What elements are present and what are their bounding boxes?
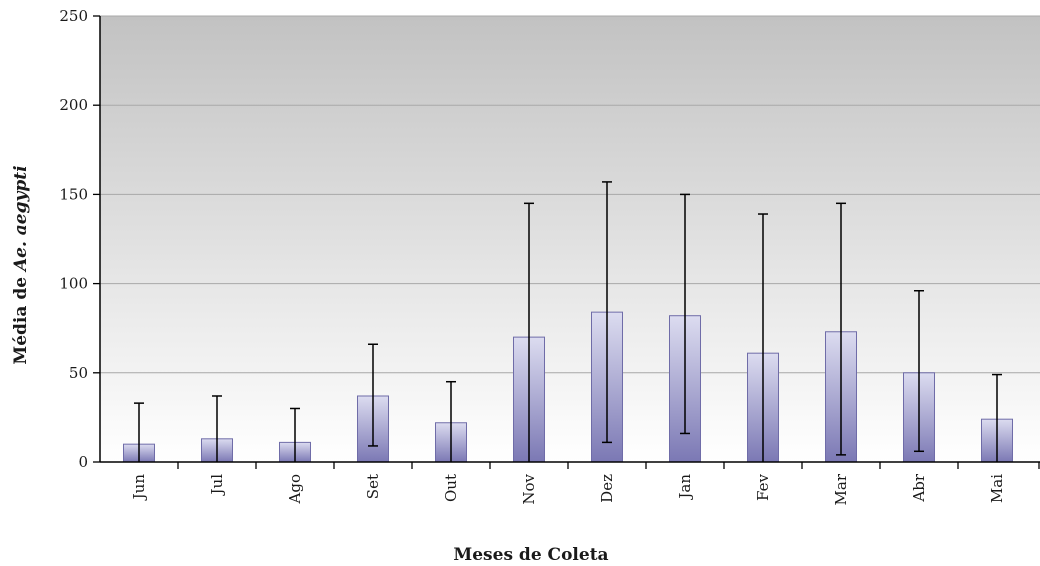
- x-tick-label-dez: Dez: [598, 474, 616, 503]
- axes: [93, 15, 1040, 469]
- error-bars: [134, 181, 1002, 462]
- x-tick-label-jul: Jul: [208, 474, 226, 497]
- x-tick-label-abr: Abr: [910, 473, 928, 502]
- y-axis-title-species: Ae. aegypti: [11, 165, 31, 273]
- x-tick-label-mar: Mar: [832, 473, 850, 505]
- y-tick-label: 200: [59, 96, 88, 114]
- plot-area: [100, 16, 1040, 462]
- y-tick-label: 150: [59, 185, 88, 203]
- y-tick-label: 100: [59, 275, 88, 293]
- y-axis-title-prefix: Média de: [11, 271, 31, 365]
- y-tick-labels: 0 50 100 150 200 250: [59, 7, 88, 471]
- x-tick-label-ago: Ago: [286, 474, 304, 504]
- x-tick-labels: Jun Jul Ago Set Out Nov Dez Jan Fev Mar Abr Mai: [130, 473, 1006, 505]
- x-tick-label-out: Out: [442, 474, 460, 502]
- x-tick-label-fev: Fev: [754, 473, 772, 500]
- x-axis-title: Meses de Coleta: [453, 545, 608, 565]
- y-tick-label: 50: [69, 364, 88, 382]
- x-tick-label-set: Set: [364, 474, 382, 499]
- y-tick-label: 250: [59, 7, 88, 25]
- gridlines: [100, 15, 1040, 374]
- x-tick-label-nov: Nov: [520, 473, 538, 504]
- x-tick-label-jun: Jun: [130, 474, 148, 502]
- x-tick-label-jan: Jan: [676, 474, 694, 501]
- y-axis-title: Média de Ae. aegypti: [11, 165, 31, 364]
- x-tick-label-mai: Mai: [988, 474, 1006, 503]
- y-tick-label: 0: [78, 453, 88, 471]
